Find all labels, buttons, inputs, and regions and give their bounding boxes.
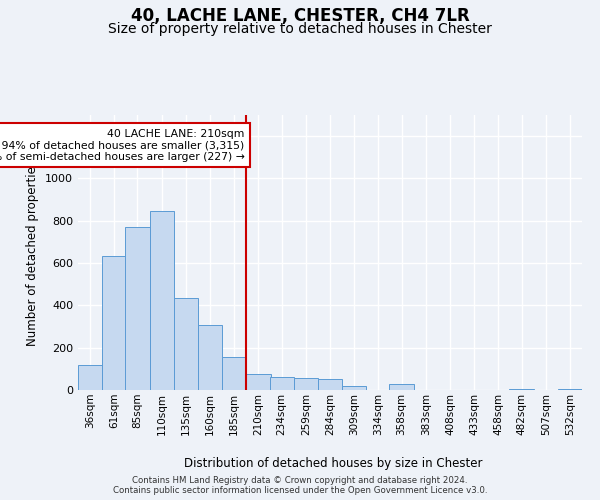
Bar — [78, 364, 102, 390]
Bar — [222, 357, 247, 390]
Text: Contains HM Land Registry data © Crown copyright and database right 2024.
Contai: Contains HM Land Registry data © Crown c… — [113, 476, 487, 495]
Bar — [149, 211, 174, 390]
Text: Distribution of detached houses by size in Chester: Distribution of detached houses by size … — [184, 458, 482, 470]
Bar — [174, 298, 198, 390]
Bar — [247, 374, 271, 390]
Bar — [198, 326, 222, 390]
Bar — [125, 227, 149, 390]
Bar — [389, 384, 413, 390]
Text: 40 LACHE LANE: 210sqm
← 94% of detached houses are smaller (3,315)
6% of semi-de: 40 LACHE LANE: 210sqm ← 94% of detached … — [0, 128, 244, 162]
Bar — [509, 389, 533, 390]
Bar — [269, 378, 294, 390]
Bar — [318, 380, 342, 390]
Bar — [294, 378, 318, 390]
Y-axis label: Number of detached properties: Number of detached properties — [26, 160, 40, 346]
Text: Size of property relative to detached houses in Chester: Size of property relative to detached ho… — [108, 22, 492, 36]
Text: 40, LACHE LANE, CHESTER, CH4 7LR: 40, LACHE LANE, CHESTER, CH4 7LR — [131, 8, 469, 26]
Bar — [102, 256, 127, 390]
Bar — [342, 386, 366, 390]
